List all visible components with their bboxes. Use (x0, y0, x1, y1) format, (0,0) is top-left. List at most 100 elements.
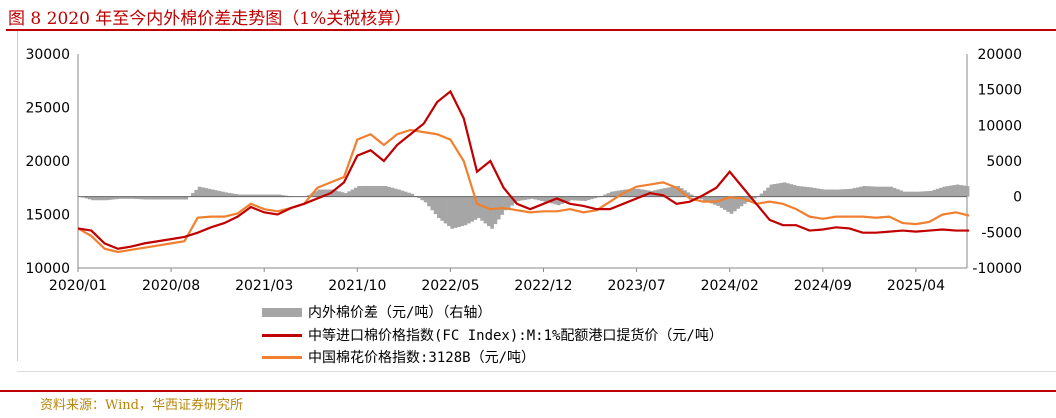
spread-bar (822, 189, 827, 197)
spread-bar (440, 196, 445, 221)
spread-bar (593, 196, 597, 199)
spread-bar (862, 185, 867, 197)
spread-bar (669, 187, 674, 197)
spread-bar (852, 188, 857, 197)
spread-bar (836, 189, 840, 197)
spread-bar (207, 188, 212, 197)
spread-bar (393, 188, 398, 197)
spread-bar (909, 191, 913, 197)
spread-bar (400, 190, 405, 197)
spread-bar (849, 188, 854, 197)
spread-bar (879, 186, 883, 197)
spread-bar (516, 196, 521, 201)
spread-bar (227, 192, 232, 197)
spread-bar (842, 189, 847, 197)
chart-title: 图 8 2020 年至今内外棉价差走势图（1%关税核算） (8, 9, 412, 29)
spread-bar (533, 196, 538, 200)
left-tick-label: 10000 (25, 261, 70, 277)
spread-bar (380, 185, 385, 197)
spread-bar (237, 194, 242, 197)
spread-bar (127, 196, 132, 199)
spread-bar (247, 194, 252, 197)
spread-bar (566, 196, 571, 202)
spread-bar (403, 191, 408, 197)
spread-bar (556, 196, 561, 206)
right-tick-label: -10000 (972, 261, 1022, 277)
spread-bar (606, 193, 611, 197)
spread-bar (254, 194, 258, 197)
spread-bar (925, 191, 930, 197)
spread-bar (420, 196, 425, 201)
spread-bar (586, 196, 591, 201)
spread-bar (277, 194, 282, 197)
legend-cc: 中国棉花价格指数:3128B（元/吨） (262, 347, 535, 367)
spread-bar (330, 189, 335, 197)
spread-bar (629, 189, 634, 197)
spread-bar (267, 194, 272, 197)
frame-border (17, 31, 18, 361)
spread-bar (234, 193, 238, 197)
spread-bar (689, 194, 694, 197)
spread-bar (703, 196, 707, 201)
spread-bar (799, 186, 804, 197)
spread-bar (101, 196, 105, 201)
legend-fc: 中等进口棉价格指数(FC Index):M:1%配额港口提货价（元/吨） (262, 325, 723, 345)
spread-bar (776, 183, 780, 197)
spread-bar (320, 189, 325, 197)
spread-bar (543, 196, 548, 202)
spread-bar (885, 186, 890, 197)
spread-bar (201, 187, 205, 197)
spread-bar (194, 189, 198, 197)
spread-bar (433, 196, 438, 215)
left-tick-label: 15000 (25, 208, 70, 224)
spread-bar (370, 185, 375, 197)
legend-spread: 内外棉价差（元/吨）（右轴） (262, 302, 491, 322)
legend-label: 中国棉花价格指数:3128B（元/吨） (308, 350, 536, 366)
spread-bar (643, 189, 647, 197)
spread-bar (782, 182, 787, 197)
spread-bar (353, 187, 358, 197)
spread-bar (134, 196, 139, 199)
spread-bar (410, 193, 415, 197)
spread-bar (357, 185, 361, 197)
right-tick-label: 10000 (977, 118, 1022, 134)
spread-bar (939, 187, 943, 197)
spread-bar (829, 189, 834, 197)
spread-bar (107, 196, 112, 200)
x-tick-label: 2020/01 (49, 278, 107, 294)
spread-bar (224, 192, 228, 197)
x-tick-label: 2024/02 (701, 278, 759, 294)
spread-bar (779, 182, 784, 197)
spread-bar (932, 189, 937, 197)
spread-bar (344, 193, 348, 197)
spread-bar (812, 187, 817, 197)
spread-bar (137, 196, 142, 200)
spread-bar (437, 196, 441, 219)
spread-bar (87, 196, 92, 200)
series-line-fc-index (77, 89, 970, 250)
spread-bar (633, 188, 637, 197)
spread-bar (217, 190, 222, 197)
spread-bar (94, 196, 99, 201)
spread-bar (952, 185, 957, 197)
spread-bar (177, 196, 182, 200)
spread-bar (523, 196, 528, 200)
spread-bar (929, 190, 933, 197)
spread-bar (809, 187, 814, 197)
spread-bar (220, 191, 225, 197)
spread-bar (171, 196, 175, 200)
spread-bar (676, 185, 681, 197)
spread-bar (613, 191, 617, 197)
spread-bar (111, 196, 115, 200)
spread-bar (407, 192, 411, 197)
legend-swatch-fc (262, 333, 302, 337)
x-tick-label: 2023/07 (608, 278, 666, 294)
spread-bar (723, 196, 727, 210)
legend-swatch-cc (262, 355, 302, 359)
x-tick-label: 2021/03 (235, 278, 293, 294)
spread-bar (161, 196, 165, 200)
spread-bar (826, 189, 830, 197)
spread-bar (949, 185, 953, 197)
spread-bar (955, 184, 960, 197)
spread-bar (859, 186, 863, 197)
